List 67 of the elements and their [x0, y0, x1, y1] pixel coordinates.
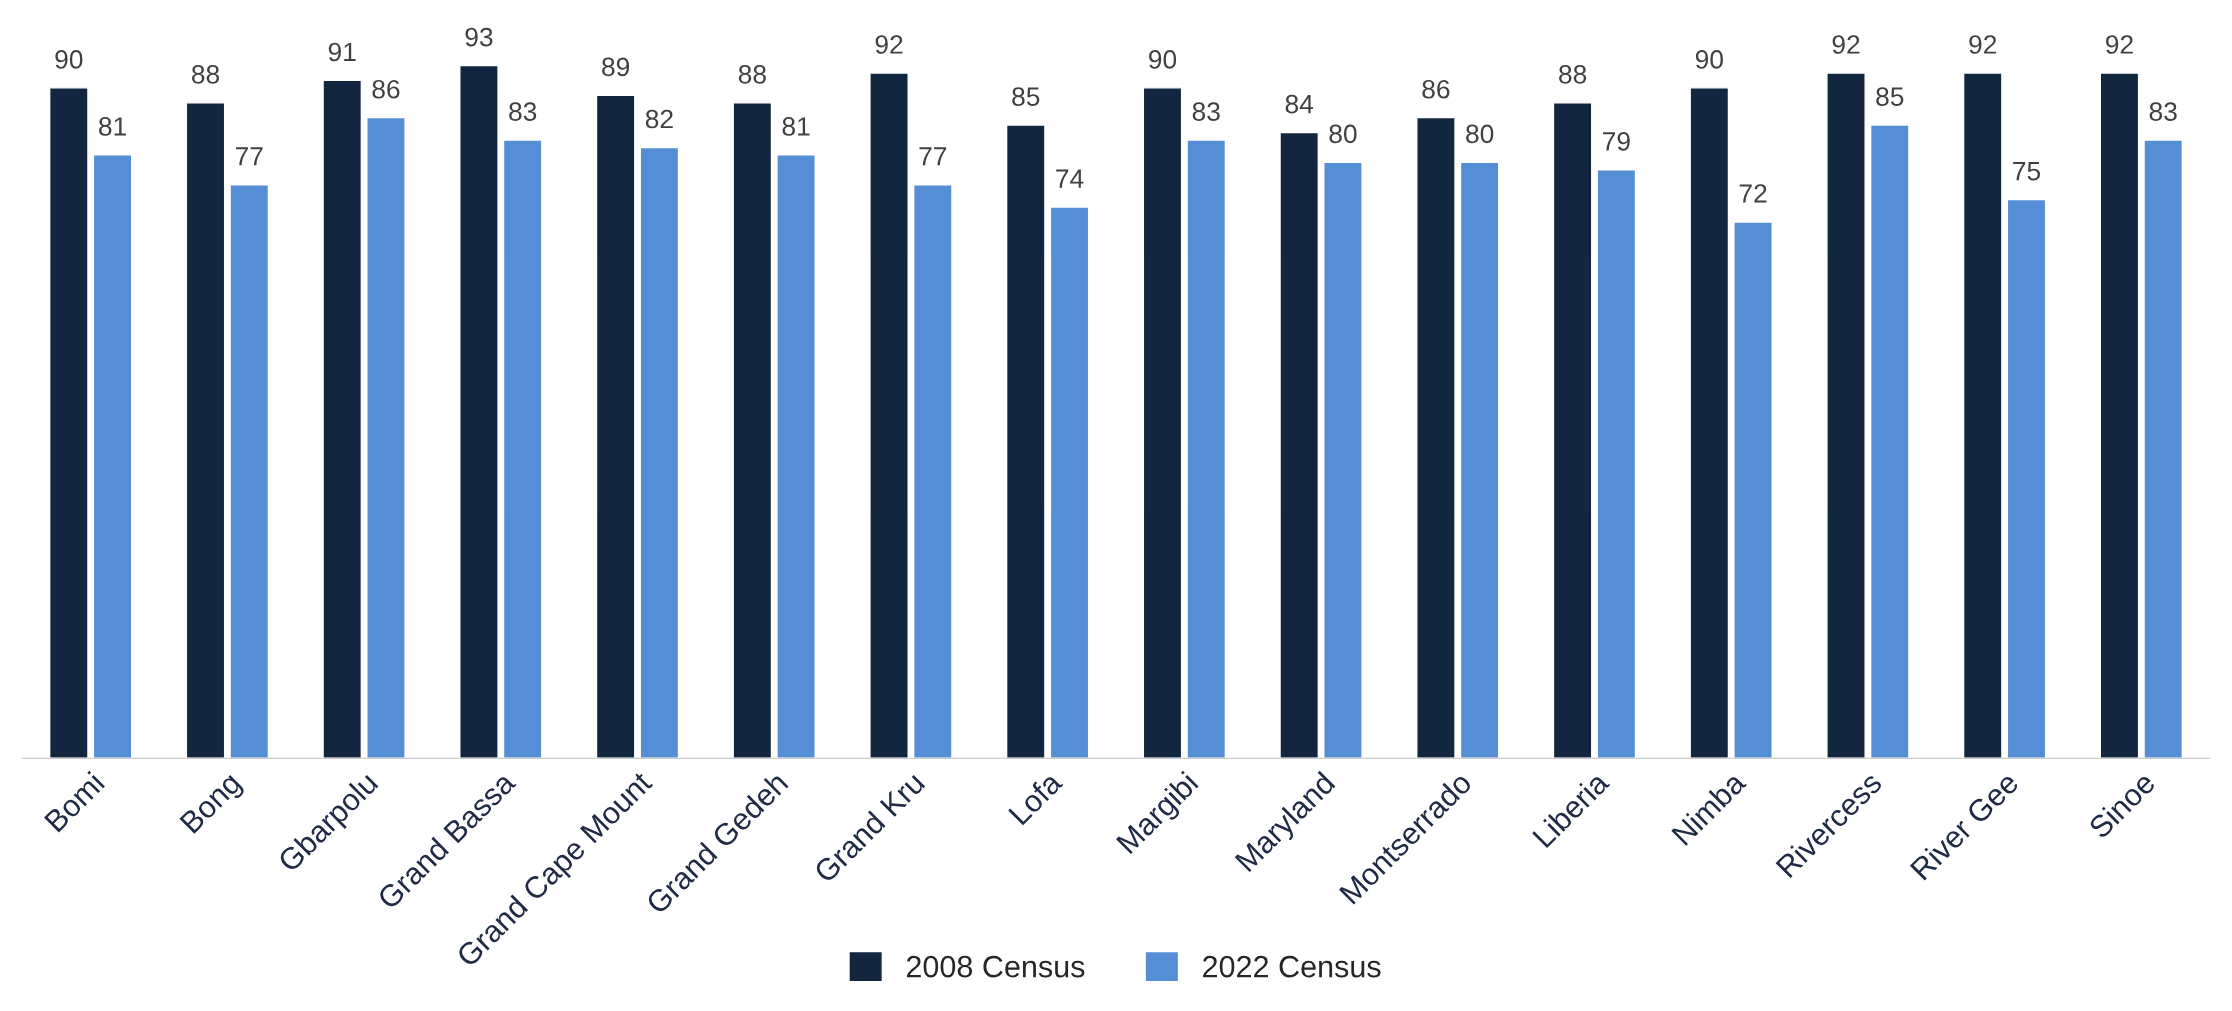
data-label: 89: [602, 57, 630, 77]
bar: [1049, 206, 1090, 759]
x-tick-label: Lofa: [1007, 769, 1064, 826]
data-label: 77: [919, 147, 947, 166]
data-label: 88: [191, 64, 220, 84]
data-label: 84: [1285, 94, 1314, 114]
data-label: 92: [2106, 35, 2133, 54]
data-label: 88: [1559, 64, 1587, 84]
data-label: 81: [782, 117, 810, 136]
legend-label: 2022 Census: [1203, 955, 1381, 978]
data-label: 90: [55, 50, 83, 69]
bar: [1826, 72, 1866, 759]
bar: [2099, 72, 2140, 759]
bar: [366, 116, 406, 759]
bar: [459, 64, 499, 759]
bar: [48, 87, 89, 759]
data-label: 75: [2013, 162, 2041, 181]
data-label: 81: [99, 117, 126, 136]
data-label: 72: [1739, 184, 1767, 203]
bar: [869, 72, 909, 759]
bar: [639, 146, 680, 759]
bar: [1733, 221, 1773, 759]
data-label: 86: [1422, 79, 1450, 99]
data-label: 86: [372, 79, 400, 99]
bar: [229, 184, 270, 759]
bar: [595, 94, 636, 759]
bar: [1142, 87, 1183, 759]
bar: [1552, 102, 1593, 759]
data-label: 79: [1603, 132, 1630, 151]
data-label: 90: [1695, 50, 1723, 69]
bar: [1459, 161, 1500, 759]
bar: [1005, 124, 1046, 759]
data-label: 92: [875, 35, 903, 54]
data-label: 93: [465, 27, 493, 47]
bar: [502, 139, 543, 759]
data-label: 80: [1466, 124, 1494, 144]
data-label: 85: [1012, 87, 1040, 107]
bar: [322, 79, 363, 759]
bar: [2006, 198, 2047, 759]
data-label: 85: [1876, 87, 1904, 107]
bar: [1279, 131, 1320, 759]
bar: [732, 102, 773, 759]
bar: [1869, 124, 1910, 759]
bar: [1323, 161, 1363, 759]
data-label: 92: [1832, 35, 1860, 54]
data-label: 91: [328, 42, 356, 62]
bar: [1186, 139, 1227, 759]
bar: [1416, 116, 1456, 759]
data-label: 83: [509, 102, 537, 121]
bar: [2143, 139, 2184, 759]
bar: [1689, 87, 1730, 759]
data-label: 82: [645, 109, 673, 129]
data-label: 77: [235, 147, 263, 166]
bar: [185, 102, 226, 759]
data-label: 92: [1969, 35, 1997, 54]
data-label: 80: [1329, 124, 1357, 144]
legend-label: 2008 Census: [906, 955, 1085, 978]
bar: [1962, 72, 2003, 759]
bar: [1596, 169, 1637, 759]
data-label: 83: [1192, 102, 1220, 121]
data-label: 74: [1056, 169, 1084, 188]
data-label: 83: [2149, 102, 2177, 121]
bar: [92, 154, 133, 759]
bar: [912, 184, 953, 759]
data-label: 90: [1149, 50, 1177, 69]
data-label: 88: [738, 64, 766, 84]
bar: [776, 154, 816, 759]
